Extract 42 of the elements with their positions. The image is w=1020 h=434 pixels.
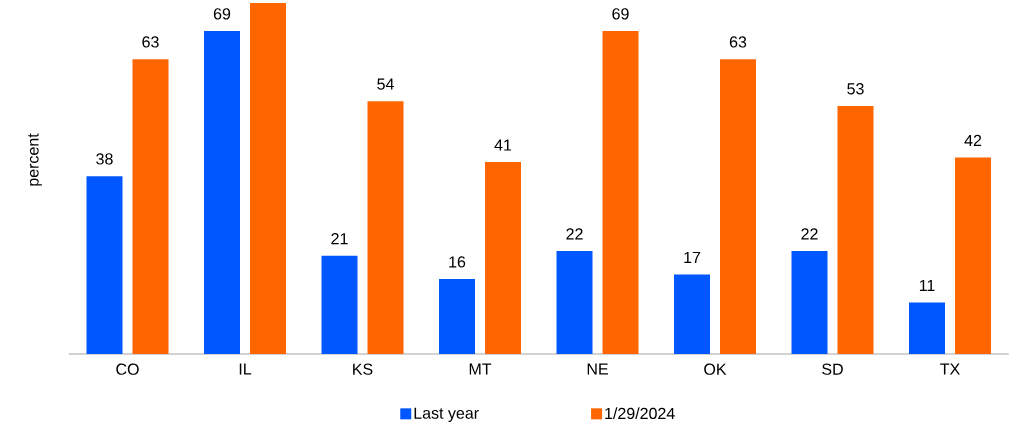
bar [556, 251, 593, 354]
x-tick-label: OK [704, 363, 727, 375]
x-tick-label: TX [940, 363, 960, 375]
data-label: 41 [494, 139, 512, 151]
data-label: 21 [331, 233, 348, 245]
data-label: 16 [449, 256, 466, 268]
data-label: 22 [566, 228, 583, 240]
bar [602, 31, 639, 354]
data-label: 69 [612, 8, 629, 20]
data-label: 63 [142, 36, 159, 48]
bar [132, 59, 169, 354]
bar [204, 31, 240, 354]
x-tick-label: KS [353, 363, 373, 375]
bar [485, 162, 522, 354]
data-label: 11 [919, 279, 935, 291]
data-label: 17 [684, 251, 701, 263]
x-tick-label: CO [116, 363, 139, 375]
x-tick-label: IL [239, 363, 252, 375]
x-tick-label: SD [822, 363, 843, 375]
bar [674, 274, 711, 354]
data-label: 54 [377, 78, 394, 90]
x-tick-label: NE [587, 363, 608, 375]
legend-label: Last year [414, 407, 479, 422]
bar [321, 255, 358, 354]
bar [720, 59, 757, 354]
bar [86, 176, 123, 354]
data-label: 22 [801, 228, 818, 240]
data-label: 38 [96, 153, 113, 165]
data-label: 42 [964, 134, 982, 146]
data-label: 63 [729, 36, 747, 48]
bar [837, 105, 874, 354]
bar [909, 302, 946, 354]
bar [250, 3, 287, 354]
x-tick-label: MT [469, 363, 492, 375]
legend-label: 1/29/2024 [605, 407, 675, 420]
y-axis-title: percent [28, 133, 42, 186]
bar [439, 279, 476, 354]
data-label: 69 [213, 8, 231, 20]
data-label: 53 [847, 83, 864, 95]
bar [367, 101, 404, 354]
bar [791, 251, 828, 354]
bar [955, 157, 992, 354]
